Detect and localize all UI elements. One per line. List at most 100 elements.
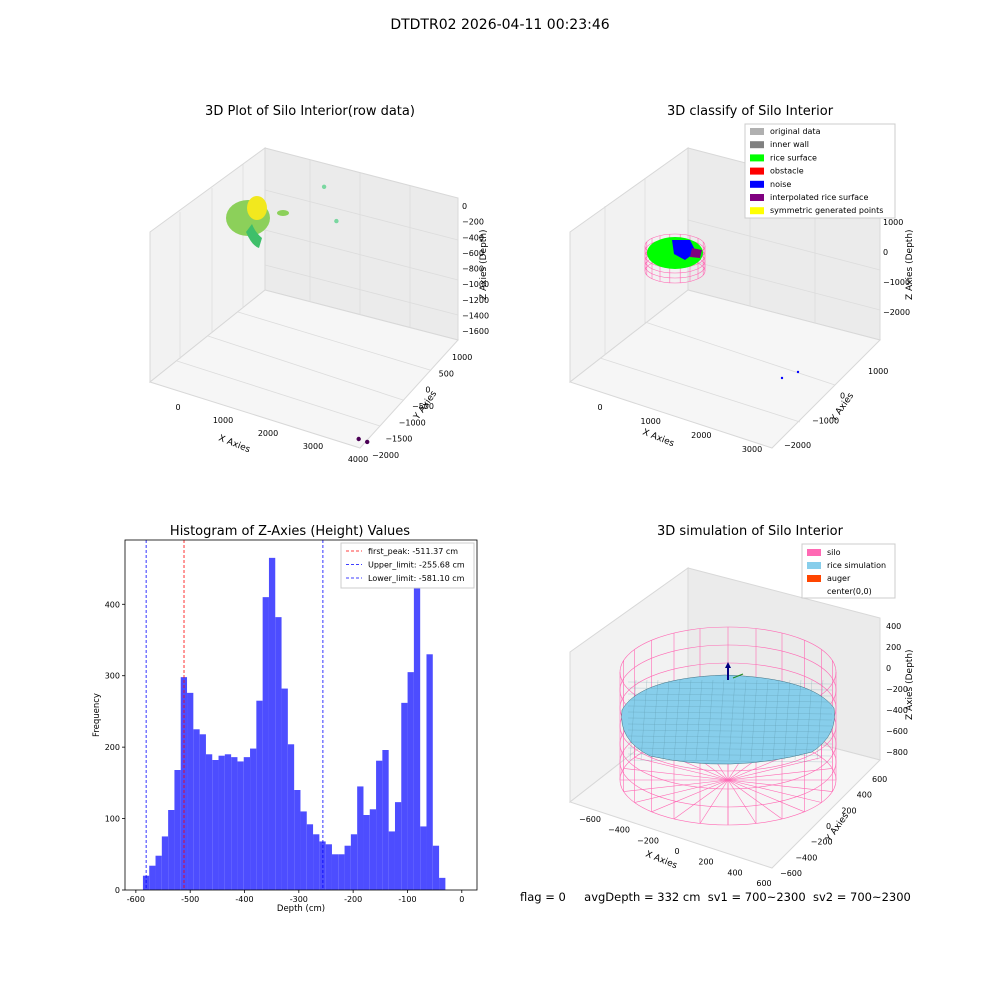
- tick-label: 0: [674, 847, 679, 856]
- tick-label: −1200: [462, 296, 489, 305]
- mesh-line: [627, 735, 833, 739]
- x-tick-label: -600: [127, 895, 145, 904]
- histogram-bar: [155, 855, 162, 890]
- tick-label: 2000: [691, 431, 711, 440]
- tick-label: −200: [886, 685, 908, 694]
- z-axis-label: Z Axies (Depth): [479, 229, 489, 300]
- histogram-bar: [432, 845, 440, 890]
- mesh-line: [706, 679, 714, 761]
- legend-entry: center(0,0): [827, 587, 872, 596]
- histogram-bar: [407, 672, 414, 890]
- legend-swatch: [807, 549, 821, 556]
- noise-points: [672, 240, 696, 260]
- histogram-bar: [268, 557, 276, 890]
- mesh-line: [627, 711, 833, 715]
- mesh-line: [627, 723, 833, 727]
- histogram-bar: [376, 760, 383, 890]
- legend-swatch: [750, 194, 764, 201]
- histogram-bar: [250, 748, 257, 890]
- y-tick-label: 200: [105, 743, 120, 752]
- tick-label: 0: [886, 664, 891, 673]
- z-tick-labels: 0 −200 −400 −600 −800 −1000 −1200 −1400 −1600: [462, 202, 489, 336]
- plot-frame: [124, 539, 478, 891]
- histogram-bar: [180, 677, 188, 890]
- mesh-line: [662, 679, 670, 761]
- silo-spoke: [673, 779, 729, 820]
- mesh-line: [728, 679, 736, 761]
- outlier-point: [356, 436, 361, 442]
- status-line: flag = 0 avgDepth = 332 cm sv1 = 700~230…: [520, 890, 911, 904]
- cluster-highlight: [247, 196, 267, 220]
- tick-label: 0: [425, 386, 430, 395]
- tick-label: 1000: [640, 417, 660, 426]
- tick-label: 2000: [258, 429, 278, 438]
- flag-text: flag = 0: [520, 890, 566, 904]
- legend-swatch: [750, 207, 764, 215]
- legend: first_peak: -511.37 cm Upper_limit: -255.…: [340, 542, 475, 589]
- mesh-line: [673, 679, 681, 761]
- y-axis-label: Frequency: [92, 693, 102, 737]
- histogram-bar: [313, 834, 320, 890]
- histogram-bar: [382, 750, 389, 890]
- histogram-bar: [199, 734, 206, 890]
- auger-arrow: [725, 662, 731, 668]
- mesh-line: [750, 679, 758, 761]
- histogram-bar: [350, 834, 358, 890]
- mesh-line: [739, 679, 747, 761]
- histogram-bar: [331, 854, 339, 890]
- z-tick-labels: 1000 0 −1000 −2000: [883, 218, 910, 317]
- mesh-line: [627, 759, 833, 763]
- tick-label: 600: [872, 775, 887, 784]
- legend-entry: inner wall: [770, 140, 809, 149]
- mesh-line: [695, 679, 703, 761]
- silo-spoke: [727, 757, 822, 781]
- histogram-bar: [344, 845, 351, 890]
- mesh-line: [627, 681, 833, 685]
- legend-entry: interpolated rice surface: [770, 193, 868, 202]
- silo-spoke: [634, 757, 729, 781]
- cluster-arm: [277, 210, 289, 216]
- center-marker: [732, 673, 744, 679]
- tick-label: 3000: [303, 442, 323, 451]
- tick-label: −800: [462, 265, 484, 274]
- tick-label: −400: [608, 826, 630, 835]
- mesh-line: [816, 679, 824, 761]
- x-tick-label: -300: [290, 895, 308, 904]
- legend-entry: noise: [770, 180, 791, 189]
- legend-entry: rice surface: [770, 153, 817, 162]
- tick-label: −1000: [812, 416, 839, 425]
- tick-label: −200: [462, 218, 484, 227]
- legend-entry: rice simulation: [827, 561, 886, 570]
- mesh-line: [627, 753, 833, 757]
- tick-label: −400: [886, 706, 908, 715]
- histogram-bar: [256, 700, 263, 890]
- floor-pane: [148, 289, 459, 449]
- outlier-point: [334, 218, 339, 224]
- y-tick-labels: −2000 −1500 −1000 −500 0 500 1000: [372, 353, 472, 460]
- histogram-bar: [218, 755, 225, 890]
- legend-entry: first_peak: -511.37 cm: [368, 547, 458, 556]
- tick-label: −500: [412, 402, 434, 411]
- legend: silo rice simulation auger center(0,0): [801, 543, 896, 599]
- x-tick-label: -200: [344, 895, 362, 904]
- tick-label: −600: [780, 869, 802, 878]
- silo-spoke: [634, 779, 729, 803]
- noise-outlier: [780, 376, 784, 380]
- histogram-bar: [369, 809, 377, 890]
- tick-label: −2000: [372, 451, 399, 460]
- legend-entry: silo: [827, 548, 841, 557]
- tick-label: −1600: [462, 327, 489, 336]
- tick-label: −600: [462, 249, 484, 258]
- z-axis-label: Z Axies (Depth): [905, 229, 915, 300]
- tick-label: 200: [841, 806, 856, 815]
- histogram-bar: [281, 688, 288, 890]
- mesh-line: [684, 679, 692, 761]
- mesh-line: [627, 729, 833, 733]
- tick-label: −400: [462, 233, 484, 242]
- legend-swatch: [750, 128, 764, 135]
- y-tick-label: 400: [105, 600, 120, 609]
- x-tick-labels: 0 1000 2000 3000: [597, 403, 762, 454]
- x-tick-labels: −600 −400 −200 0 200 400 600: [579, 815, 772, 888]
- legend-swatch: [807, 575, 821, 582]
- noise-outlier: [796, 370, 800, 374]
